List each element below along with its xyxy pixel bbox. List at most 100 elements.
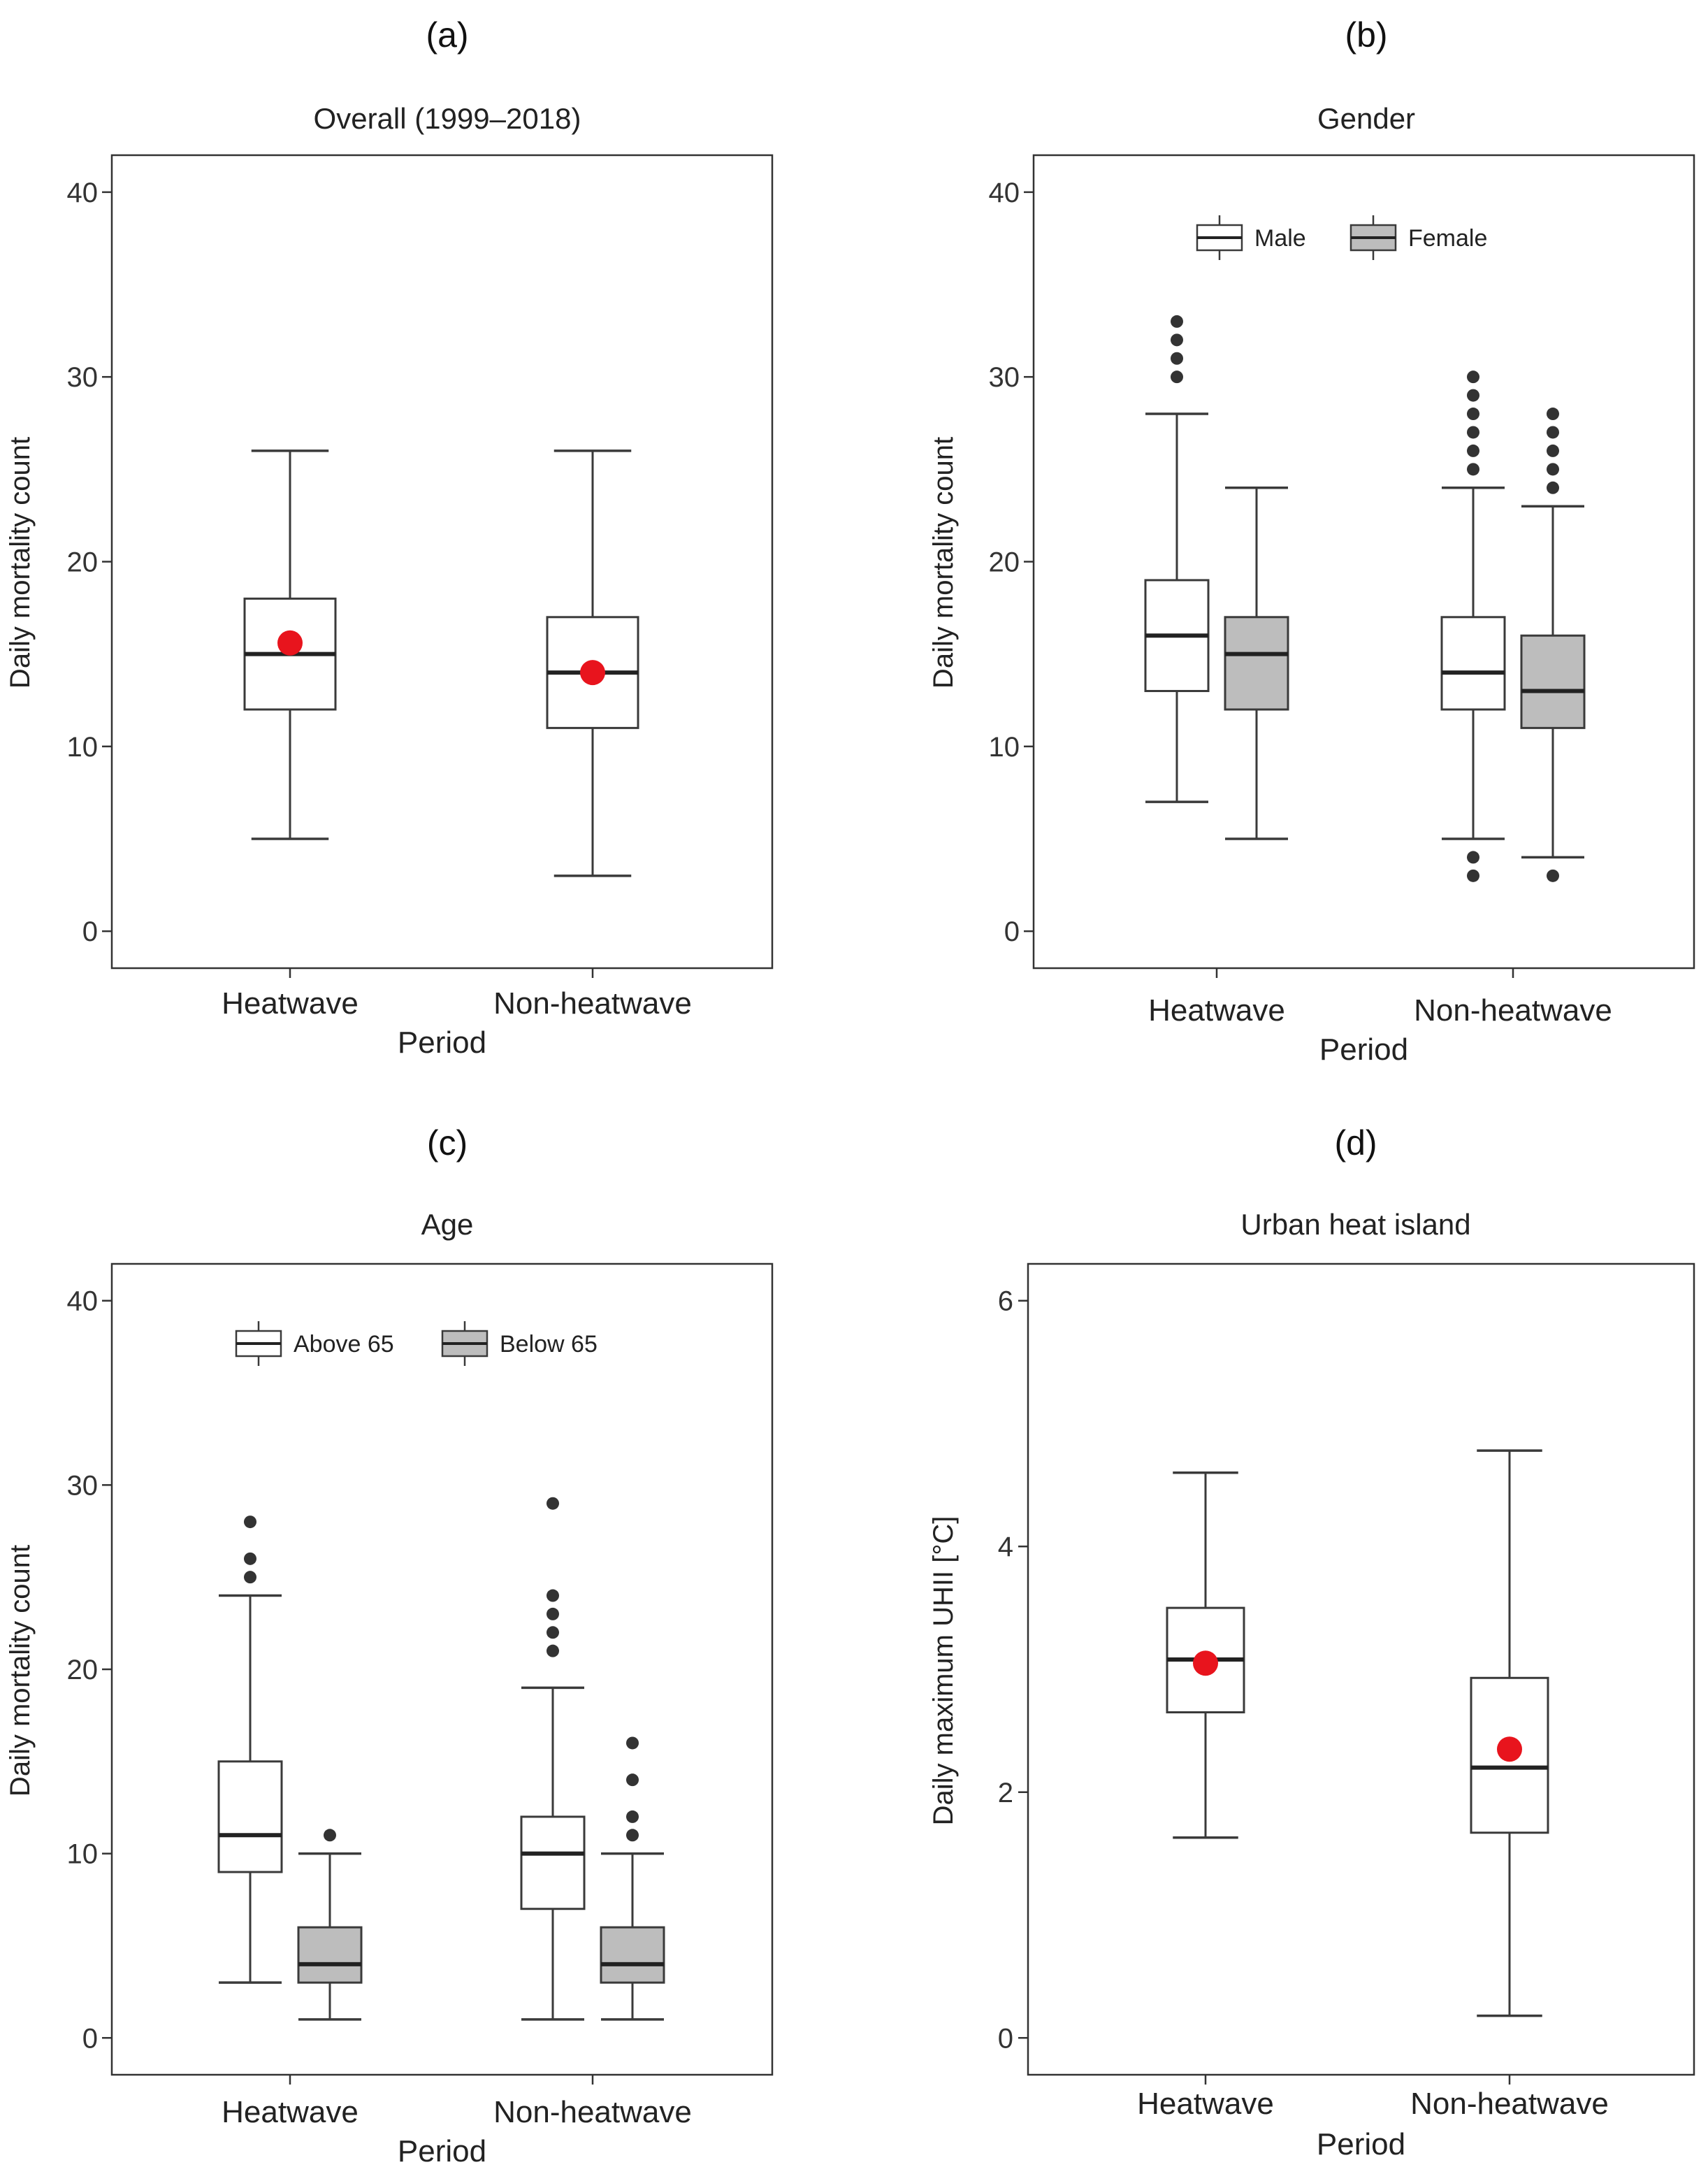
box-non-heatwave: [546, 449, 639, 877]
plot-border: [1027, 1262, 1695, 2076]
panel-title: Age: [421, 1208, 474, 1241]
y-axis-label: Daily maximum UHII [°C]: [928, 1516, 959, 1826]
legend-label: Male: [1254, 225, 1306, 252]
outlier-point: [1547, 408, 1559, 421]
legend: Male Female: [1196, 215, 1487, 260]
box-above-65-non-heatwave: [520, 1497, 586, 2021]
box-heatwave: [243, 449, 337, 840]
iqr-box: [1440, 616, 1506, 711]
y-tick-label: 30: [67, 1470, 99, 1501]
outlier-point: [547, 1497, 559, 1510]
x-tick-label: Heatwave: [1148, 993, 1285, 1028]
plot-border: [110, 154, 774, 970]
y-tick-label: 10: [67, 732, 99, 763]
box-non-heatwave: [1470, 1449, 1549, 2017]
x-tick-label: Non-heatwave: [1414, 993, 1612, 1028]
plot-border: [1032, 154, 1695, 970]
mean-marker: [277, 630, 303, 656]
y-tick-label: 0: [998, 2023, 1013, 2054]
y-tick-label: 40: [67, 1286, 99, 1317]
outlier-point: [1547, 869, 1559, 882]
y-tick-label: 40: [67, 178, 99, 208]
mean-marker: [1497, 1736, 1522, 1762]
outlier-point: [1467, 408, 1479, 421]
outlier-point: [547, 1607, 559, 1620]
x-tick-label: Heatwave: [1137, 2087, 1274, 2121]
outlier-point: [324, 1829, 336, 1842]
outlier-point: [1171, 352, 1183, 365]
x-axis-label: Period: [398, 1025, 486, 1060]
legend: Above 65 Below 65: [235, 1321, 598, 1366]
legend-item: Below 65: [441, 1321, 598, 1366]
y-axis-label: Daily mortality count: [5, 1545, 36, 1797]
outlier-point: [626, 1773, 639, 1787]
outlier-point: [547, 1644, 559, 1657]
iqr-box: [217, 1760, 283, 1873]
box-heatwave: [1166, 1471, 1245, 1839]
y-tick-label: 10: [67, 1839, 99, 1870]
panel-c: (c) Age 0 10 20 30 40 Daily mortality count Heat…: [5, 1123, 774, 2168]
panel-label: (a): [426, 15, 468, 55]
x-tick-label: Heatwave: [222, 986, 359, 1021]
outlier-point: [244, 1571, 256, 1584]
x-tick-label: Non-heatwave: [1410, 2087, 1609, 2121]
y-axis-label: Daily mortality count: [928, 437, 959, 689]
outlier-point: [1467, 389, 1479, 402]
outlier-point: [626, 1810, 639, 1823]
plot-border: [110, 1262, 774, 2076]
y-tick-label: 20: [67, 1655, 99, 1685]
y-axis-label: Daily mortality count: [5, 437, 36, 689]
legend-label: Above 65: [294, 1331, 394, 1358]
outlier-point: [1171, 315, 1183, 328]
box-male-non-heatwave: [1440, 370, 1506, 882]
outlier-point: [244, 1552, 256, 1565]
legend-label: Below 65: [500, 1331, 598, 1358]
box-female-non-heatwave: [1520, 408, 1586, 882]
y-tick-label: 6: [998, 1286, 1013, 1317]
panel-label: (b): [1345, 15, 1387, 55]
panel-title: Overall (1999–2018): [314, 102, 581, 135]
box-above-65-heatwave: [217, 1516, 283, 1984]
y-tick-label: 40: [989, 178, 1020, 208]
iqr-box: [297, 1926, 363, 1984]
iqr-box: [520, 1815, 586, 1910]
y-tick-label: 0: [82, 2023, 98, 2054]
box-below-65-non-heatwave: [600, 1736, 665, 2021]
outlier-point: [1171, 370, 1183, 384]
y-tick-label: 30: [989, 362, 1020, 393]
panel-label: (c): [427, 1123, 468, 1163]
mean-marker: [580, 660, 605, 686]
x-tick-label: Non-heatwave: [493, 986, 692, 1021]
panel-a: (a) Overall (1999–2018) 0 10 20 30 40 Daily mor…: [5, 15, 774, 1060]
outlier-point: [626, 1736, 639, 1750]
outlier-point: [1547, 444, 1559, 457]
iqr-box: [1224, 616, 1289, 711]
y-tick-label: 10: [989, 732, 1020, 763]
outlier-point: [244, 1516, 256, 1529]
outlier-point: [547, 1626, 559, 1639]
legend-label: Female: [1408, 225, 1487, 252]
x-tick-label: Heatwave: [222, 2095, 359, 2129]
legend-item: Male: [1196, 215, 1306, 260]
legend-item: Above 65: [235, 1321, 394, 1366]
mean-marker: [1193, 1650, 1218, 1676]
box-male-heatwave: [1144, 315, 1210, 803]
panel-title: Urban heat island: [1240, 1208, 1470, 1241]
panel-d: (d) Urban heat island 0 2 4 6 Daily maximum UH…: [928, 1123, 1695, 2161]
outlier-point: [1547, 463, 1559, 476]
outlier-point: [1467, 869, 1479, 882]
y-tick-label: 0: [82, 916, 98, 947]
y-tick-label: 4: [998, 1532, 1013, 1562]
box-below-65-heatwave: [297, 1829, 363, 2021]
outlier-point: [1171, 333, 1183, 347]
x-axis-label: Period: [398, 2134, 486, 2168]
x-axis-label: Period: [1319, 1032, 1408, 1067]
outlier-point: [1547, 481, 1559, 494]
outlier-point: [547, 1589, 559, 1602]
y-tick-label: 20: [989, 547, 1020, 578]
outlier-point: [1467, 444, 1479, 457]
panel-b: (b) Gender 0 10 20 30 40 Daily mortality count H…: [928, 15, 1695, 1067]
outlier-point: [1467, 463, 1479, 476]
iqr-box: [600, 1926, 665, 1984]
